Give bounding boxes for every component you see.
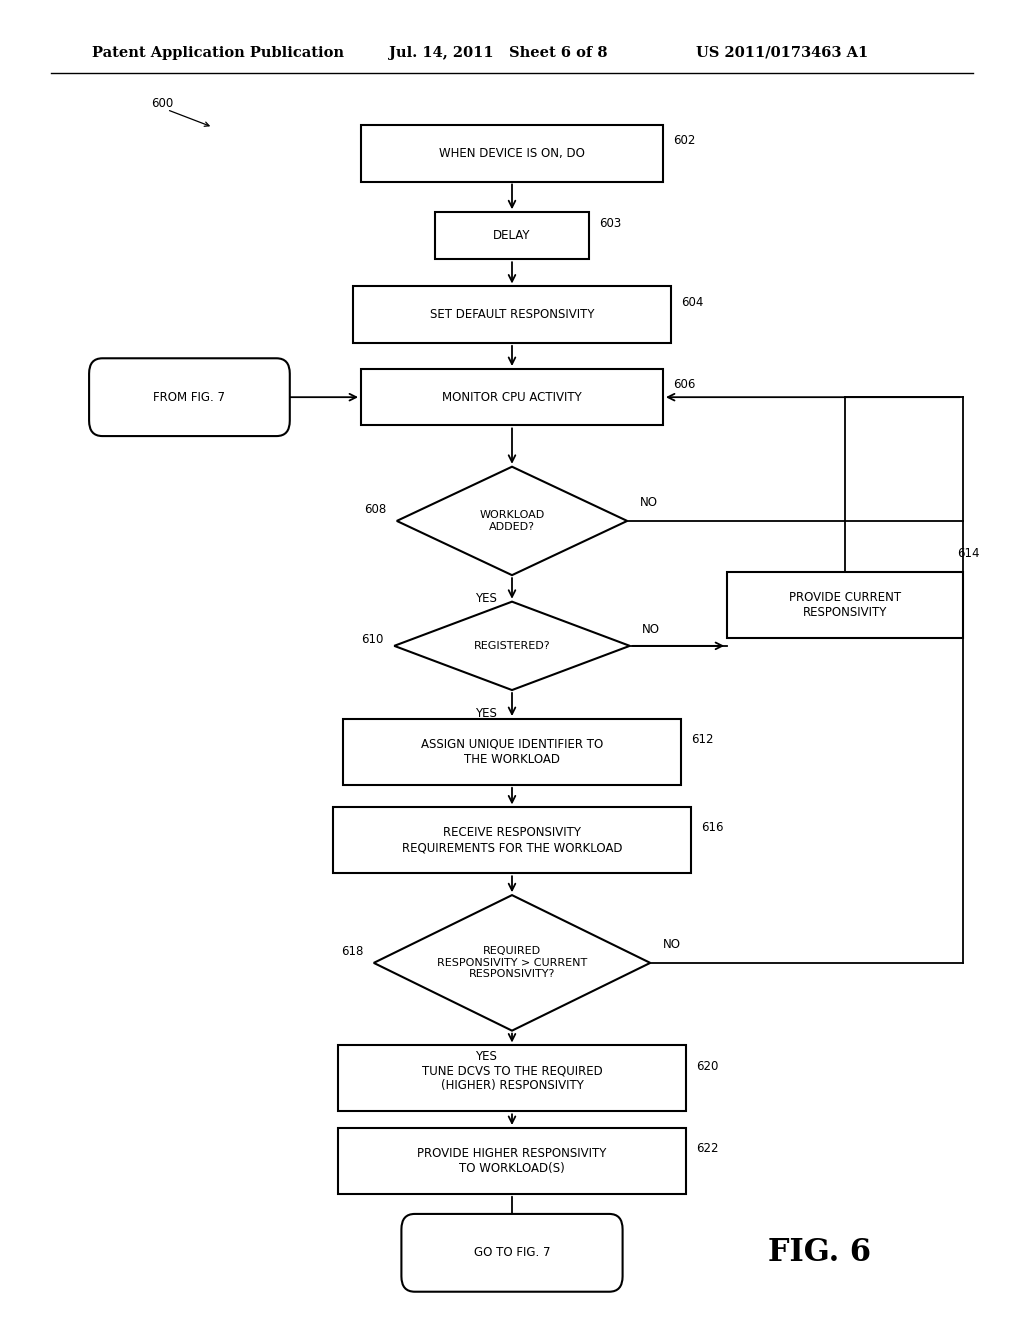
Polygon shape xyxy=(394,602,630,690)
Text: YES: YES xyxy=(475,1049,498,1063)
Text: FROM FIG. 7: FROM FIG. 7 xyxy=(154,391,225,404)
Text: 600: 600 xyxy=(151,98,173,110)
FancyBboxPatch shape xyxy=(727,572,963,638)
FancyBboxPatch shape xyxy=(361,125,664,182)
Text: YES: YES xyxy=(475,706,498,719)
Text: US 2011/0173463 A1: US 2011/0173463 A1 xyxy=(696,46,868,59)
Text: 616: 616 xyxy=(701,821,724,834)
Text: TUNE DCVS TO THE REQUIRED
(HIGHER) RESPONSIVITY: TUNE DCVS TO THE REQUIRED (HIGHER) RESPO… xyxy=(422,1064,602,1093)
FancyBboxPatch shape xyxy=(401,1214,623,1292)
Text: WORKLOAD
ADDED?: WORKLOAD ADDED? xyxy=(479,510,545,532)
Text: 602: 602 xyxy=(674,135,695,148)
Text: SET DEFAULT RESPONSIVITY: SET DEFAULT RESPONSIVITY xyxy=(430,308,594,321)
FancyBboxPatch shape xyxy=(435,213,589,259)
Text: PROVIDE HIGHER RESPONSIVITY
TO WORKLOAD(S): PROVIDE HIGHER RESPONSIVITY TO WORKLOAD(… xyxy=(418,1147,606,1175)
Polygon shape xyxy=(397,467,627,576)
Text: 612: 612 xyxy=(691,733,714,746)
Text: Patent Application Publication: Patent Application Publication xyxy=(92,46,344,59)
FancyBboxPatch shape xyxy=(338,1045,686,1111)
Text: RECEIVE RESPONSIVITY
REQUIREMENTS FOR THE WORKLOAD: RECEIVE RESPONSIVITY REQUIREMENTS FOR TH… xyxy=(401,826,623,854)
Text: 608: 608 xyxy=(365,503,387,516)
FancyBboxPatch shape xyxy=(361,368,664,425)
FancyBboxPatch shape xyxy=(333,808,691,874)
Text: 618: 618 xyxy=(341,945,364,957)
Text: DELAY: DELAY xyxy=(494,230,530,242)
Text: WHEN DEVICE IS ON, DO: WHEN DEVICE IS ON, DO xyxy=(439,147,585,160)
Text: NO: NO xyxy=(639,496,657,510)
FancyBboxPatch shape xyxy=(89,358,290,436)
FancyBboxPatch shape xyxy=(338,1127,686,1193)
Text: YES: YES xyxy=(475,591,498,605)
Text: FIG. 6: FIG. 6 xyxy=(768,1237,870,1269)
Text: 606: 606 xyxy=(674,379,695,391)
Text: ASSIGN UNIQUE IDENTIFIER TO
THE WORKLOAD: ASSIGN UNIQUE IDENTIFIER TO THE WORKLOAD xyxy=(421,738,603,766)
Text: 604: 604 xyxy=(681,296,703,309)
Text: 614: 614 xyxy=(957,546,980,560)
Text: REGISTERED?: REGISTERED? xyxy=(474,640,550,651)
Text: NO: NO xyxy=(642,623,660,636)
Text: PROVIDE CURRENT
RESPONSIVITY: PROVIDE CURRENT RESPONSIVITY xyxy=(788,590,901,619)
Text: REQUIRED
RESPONSIVITY > CURRENT
RESPONSIVITY?: REQUIRED RESPONSIVITY > CURRENT RESPONSI… xyxy=(437,946,587,979)
Text: 620: 620 xyxy=(696,1060,719,1072)
FancyBboxPatch shape xyxy=(353,286,671,343)
Text: NO: NO xyxy=(663,939,681,952)
FancyBboxPatch shape xyxy=(343,719,681,785)
Text: 610: 610 xyxy=(361,634,384,647)
Text: Jul. 14, 2011   Sheet 6 of 8: Jul. 14, 2011 Sheet 6 of 8 xyxy=(389,46,607,59)
Text: GO TO FIG. 7: GO TO FIG. 7 xyxy=(474,1246,550,1259)
Text: 603: 603 xyxy=(599,216,622,230)
Text: 622: 622 xyxy=(696,1142,719,1155)
Polygon shape xyxy=(374,895,650,1031)
Text: MONITOR CPU ACTIVITY: MONITOR CPU ACTIVITY xyxy=(442,391,582,404)
